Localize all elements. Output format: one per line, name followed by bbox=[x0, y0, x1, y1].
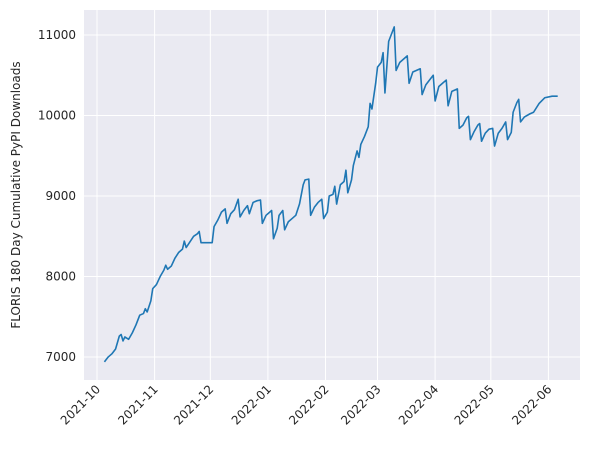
x-tick-label: 2022-05 bbox=[452, 382, 497, 427]
x-tick-label: 2022-02 bbox=[286, 382, 331, 427]
y-tick-label: 11000 bbox=[38, 28, 76, 42]
y-tick-label: 10000 bbox=[38, 108, 76, 122]
x-tick-label: 2022-06 bbox=[509, 382, 554, 427]
x-tick-label: 2021-10 bbox=[58, 382, 103, 427]
x-tick-label: 2021-11 bbox=[115, 382, 160, 427]
x-tick-label: 2022-04 bbox=[396, 382, 441, 427]
y-tick-label: 8000 bbox=[45, 270, 76, 284]
y-tick-label: 7000 bbox=[45, 350, 76, 364]
x-tick-label: 2022-01 bbox=[229, 382, 274, 427]
x-tick-label: 2021-12 bbox=[171, 382, 216, 427]
data-line bbox=[103, 26, 558, 363]
x-tick-label: 2022-03 bbox=[338, 382, 383, 427]
y-axis-label: FLORIS 180 Day Cumulative PyPI Downloads bbox=[9, 61, 23, 328]
y-tick-label: 9000 bbox=[45, 189, 76, 203]
